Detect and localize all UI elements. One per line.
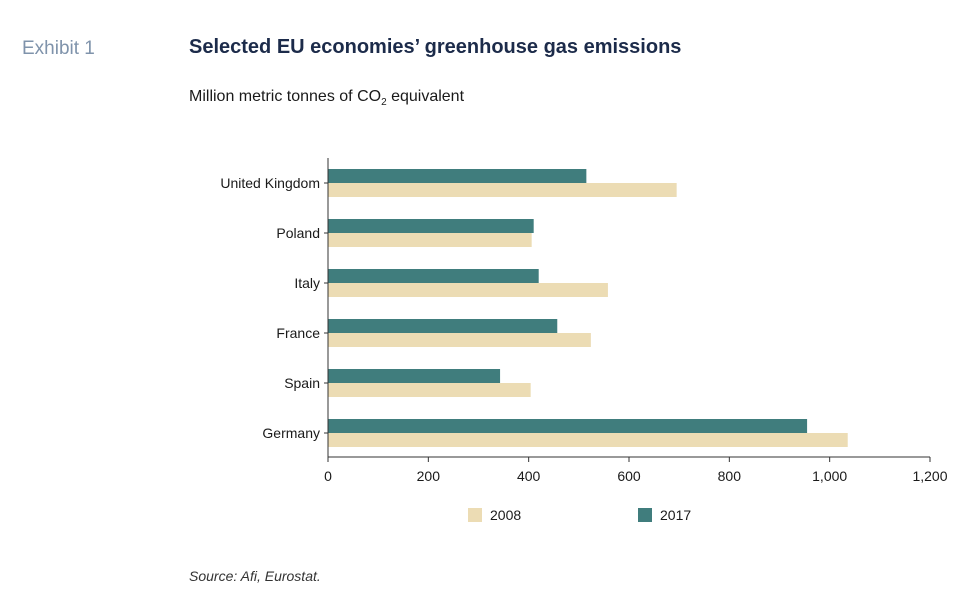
bar-2017 xyxy=(328,169,587,183)
bar-2008 xyxy=(328,433,848,447)
bar-2017 xyxy=(328,219,534,233)
category-label: Germany xyxy=(262,425,320,441)
subtitle-suffix: equivalent xyxy=(386,88,465,105)
category-label: Spain xyxy=(284,375,320,391)
x-tick-label: 1,000 xyxy=(812,468,847,484)
legend-swatch-2008 xyxy=(468,508,482,522)
category-label: Poland xyxy=(276,225,320,241)
bar-2008 xyxy=(328,183,677,197)
category-label: United Kingdom xyxy=(220,175,320,191)
x-tick-label: 400 xyxy=(517,468,541,484)
subtitle-subscript: 2 xyxy=(381,97,387,109)
bar-2017 xyxy=(328,269,539,283)
bar-2008 xyxy=(328,383,531,397)
x-tick-label: 800 xyxy=(718,468,742,484)
bar-2008 xyxy=(328,233,532,247)
x-tick-label: 600 xyxy=(617,468,641,484)
bar-2008 xyxy=(328,333,591,347)
bar-2017 xyxy=(328,319,558,333)
x-tick-label: 200 xyxy=(417,468,441,484)
bar-2017 xyxy=(328,369,501,383)
legend-label-2017: 2017 xyxy=(660,507,691,523)
x-tick-label: 1,200 xyxy=(912,468,947,484)
bar-2017 xyxy=(328,419,808,433)
bar-2008 xyxy=(328,283,608,297)
chart-subtitle: Million metric tonnes of CO2 equivalent xyxy=(189,88,464,108)
source-note: Source: Afi, Eurostat. xyxy=(189,568,321,584)
legend-label-2008: 2008 xyxy=(490,507,521,523)
chart-title: Selected EU economies’ greenhouse gas em… xyxy=(189,36,682,58)
x-tick-label: 0 xyxy=(324,468,332,484)
subtitle-prefix: Million metric tonnes of CO xyxy=(189,88,382,105)
category-label: France xyxy=(276,325,320,341)
exhibit-label: Exhibit 1 xyxy=(22,38,95,59)
legend-swatch-2017 xyxy=(638,508,652,522)
category-label: Italy xyxy=(294,275,320,291)
